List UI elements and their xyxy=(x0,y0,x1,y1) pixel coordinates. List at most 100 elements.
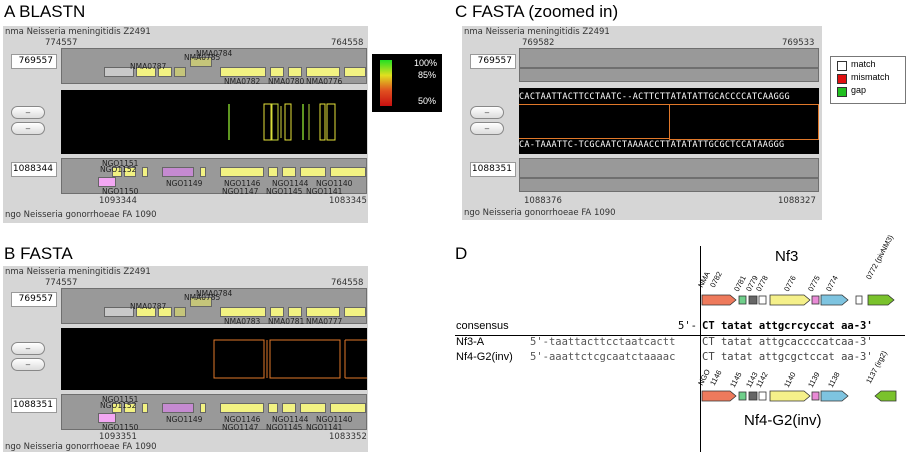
gene-block xyxy=(282,403,296,413)
panel-d-label: D xyxy=(455,244,468,263)
identity-color-legend: 100% 85% 50% xyxy=(372,54,442,112)
top-organism: nma Neisseria meningitidis Z2491 xyxy=(5,27,151,37)
coord-input-top[interactable]: 769557 xyxy=(11,54,57,69)
bottom-organism: ngo Neisseria gonorrhoeae FA 1090 xyxy=(464,208,616,218)
collapse-button[interactable]: – xyxy=(11,122,45,135)
gene-label: NMA0782 xyxy=(224,77,261,86)
gene-label: NGO1149 xyxy=(166,179,203,188)
bottom-organism: ngo Neisseria gonorrhoeae FA 1090 xyxy=(5,442,157,452)
collapse-button[interactable]: – xyxy=(470,106,504,119)
match-legend: match mismatch gap xyxy=(830,56,906,104)
gene-label: NMA0785 xyxy=(184,53,221,62)
coord-input-bottom[interactable]: 1088344 xyxy=(11,162,57,177)
consensus-seq: CT tatat attgcrcyccat aa-3' xyxy=(702,320,873,332)
gene-block xyxy=(200,167,206,177)
gene-label: NMA0783 xyxy=(224,317,261,326)
gene-block xyxy=(190,297,212,307)
nma-sequence-track-2 xyxy=(519,68,819,82)
alignment-tick xyxy=(519,104,669,105)
gene-block xyxy=(136,67,156,77)
gene-label: NGO1146 xyxy=(224,415,261,424)
alignment-region xyxy=(669,104,819,140)
gene-block xyxy=(300,167,326,177)
nf4-gene-map: NGO 1146 1145 1143 1142 1140 1139 1138 1… xyxy=(696,349,900,412)
gene-block xyxy=(288,67,302,77)
gene-block xyxy=(98,413,116,423)
gene-block xyxy=(162,403,194,413)
gene-label: NGO1151 xyxy=(102,159,139,168)
gene-label: NMA0784 xyxy=(196,49,233,58)
panel-b-label: B FASTA xyxy=(4,244,73,263)
gene-block xyxy=(158,307,172,317)
bottom-organism: ngo Neisseria gonorrhoeae FA 1090 xyxy=(5,210,157,220)
alignment-view xyxy=(61,90,367,154)
gene-label: NMA0781 xyxy=(268,317,305,326)
match-swatch xyxy=(837,61,847,71)
gene-label: NGO1145 xyxy=(266,423,303,432)
mismatch-swatch xyxy=(837,74,847,84)
gene-label: NMA0777 xyxy=(306,317,343,326)
gene-block xyxy=(282,167,296,177)
collapse-button[interactable]: – xyxy=(470,122,504,135)
gene-label: NGO1147 xyxy=(222,423,259,432)
gene-block xyxy=(330,167,366,177)
panel-c-label: C FASTA (zoomed in) xyxy=(455,2,619,21)
top-right-coord: 769533 xyxy=(782,38,815,48)
collapse-button[interactable]: – xyxy=(11,342,45,355)
gene-label: NGO1141 xyxy=(306,187,343,196)
gradient-bar xyxy=(380,60,392,106)
panel-c: nma Neisseria meningitidis Z2491 769582 … xyxy=(462,26,822,220)
nma-gene-track: NMA0784 NMA0787 NMA0785 NMA0783 NMA0781 … xyxy=(61,288,367,326)
gene-block xyxy=(268,167,278,177)
nf4-seq: CT tatat attgcgctccat aa-3' xyxy=(702,351,873,363)
gene-label: NGO1144 xyxy=(272,415,309,424)
panel-b: nma Neisseria meningitidis Z2491 774557 … xyxy=(3,266,368,452)
gene-block xyxy=(158,67,172,77)
legend-low: 50% xyxy=(418,96,437,106)
gene-label: NMA0787 xyxy=(130,302,167,311)
nf3-title: Nf3 xyxy=(775,248,799,265)
gene-block xyxy=(306,307,340,317)
top-organism: nma Neisseria meningitidis Z2491 xyxy=(5,267,151,277)
nf4-left: 5'-aaattctcgcaatctaaaac xyxy=(530,351,676,363)
row-label-nf4: Nf4-G2(inv) xyxy=(456,351,513,363)
ngo-sequence-track xyxy=(519,158,819,178)
ngo-gene-track: NGO1151 NGO1152 NGO1149 NGO1146 NGO1144 … xyxy=(61,394,367,432)
gene-block xyxy=(104,67,134,77)
coord-input-bottom[interactable]: 1088351 xyxy=(11,398,57,413)
ngo-sequence-track-2 xyxy=(519,178,819,192)
gene-label: NGO1152 xyxy=(100,165,137,174)
bottom-right-coord: 1083345 xyxy=(329,196,367,206)
gene-label: NGO1146 xyxy=(224,179,261,188)
collapse-button[interactable]: – xyxy=(11,358,45,371)
gene-block xyxy=(124,167,136,177)
match-label: match xyxy=(851,59,876,69)
gene-block xyxy=(98,177,116,187)
mismatch-label: mismatch xyxy=(851,72,890,82)
gene-label: NMA0787 xyxy=(130,62,167,71)
coord-input-bottom[interactable]: 1088351 xyxy=(470,162,516,177)
top-right-coord: 764558 xyxy=(331,38,364,48)
gene-label: NGO1151 xyxy=(102,395,139,404)
coord-input-top[interactable]: 769557 xyxy=(11,292,57,307)
gene-block xyxy=(344,67,366,77)
gene-block xyxy=(220,67,266,77)
alignment-tick xyxy=(519,138,669,139)
gene-label: NMA0776 xyxy=(306,77,343,86)
alignment-view xyxy=(61,328,367,390)
top-left-coord: 769582 xyxy=(522,38,555,48)
gene-block xyxy=(270,307,284,317)
panel-a-label: A BLASTN xyxy=(4,2,86,21)
nma-gene-track: NMA0784 NMA0787 NMA0785 NMA0782 NMA0780 … xyxy=(61,48,367,86)
legend-mid: 85% xyxy=(418,70,437,80)
gene-block xyxy=(300,403,326,413)
collapse-button[interactable]: – xyxy=(11,106,45,119)
nf3a-left: 5'-taattacttcctaatcactt xyxy=(530,336,676,348)
top-left-coord: 774557 xyxy=(45,38,78,48)
fasta-hits xyxy=(213,339,367,379)
coord-input-top[interactable]: 769557 xyxy=(470,54,516,69)
gene-block xyxy=(142,403,148,413)
gene-block xyxy=(162,167,194,177)
gene-block xyxy=(112,167,122,177)
gene-block xyxy=(270,67,284,77)
